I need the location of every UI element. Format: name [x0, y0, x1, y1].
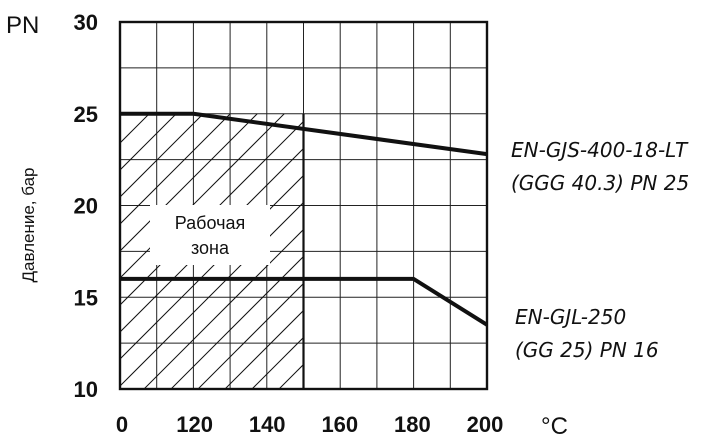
series-label: EN-GJS-400-18-LT [511, 138, 689, 162]
hatch-line [170, 255, 304, 389]
hatch-line [120, 113, 177, 171]
y-tick-label: 15 [74, 285, 98, 310]
y-unit-label: PN [6, 12, 39, 39]
axes [118, 20, 489, 391]
x-tick-label: 160 [321, 412, 358, 437]
x-tick-label: 0 [116, 412, 128, 437]
hatch-line [251, 336, 304, 389]
working-zone-label: Рабочая [175, 213, 245, 233]
series-label: (GG 25) PN 16 [515, 338, 659, 362]
plot-frame [118, 20, 489, 391]
y-tick-label: 20 [74, 194, 98, 219]
x-tick-label: 200 [467, 412, 504, 437]
series-line [120, 111, 488, 157]
x-tick-label: 140 [249, 412, 286, 437]
series-label: (GGG 40.3) PN 25 [511, 171, 689, 195]
x-tick-label: 180 [394, 412, 431, 437]
working-zone-label-box [150, 205, 270, 265]
hatch-line [197, 282, 304, 389]
series-lines [120, 111, 489, 327]
chart-text: Рабочая зона 10 15 20 25 30 0 120 140 160 180 200 PN °… [6, 10, 689, 439]
hatch-line [0, 114, 95, 389]
y-tick-label: 30 [74, 10, 98, 35]
working-zone [150, 113, 305, 389]
x-tick-label: 120 [176, 412, 213, 437]
working-zone-label: зона [191, 238, 230, 258]
y-axis-label: Давление, бар [19, 167, 38, 282]
y-tick-label: 25 [74, 102, 98, 127]
hatch-line [224, 309, 304, 389]
hatch-line [143, 228, 304, 389]
series-label: EN-GJL-250 [515, 305, 626, 329]
hatch-line [120, 113, 258, 252]
series-line [120, 276, 489, 327]
hatch-line [120, 113, 231, 225]
x-unit-label: °C [541, 413, 568, 439]
hatch-line [120, 113, 285, 279]
y-tick-label: 10 [74, 377, 98, 402]
hatch-line [120, 113, 204, 198]
